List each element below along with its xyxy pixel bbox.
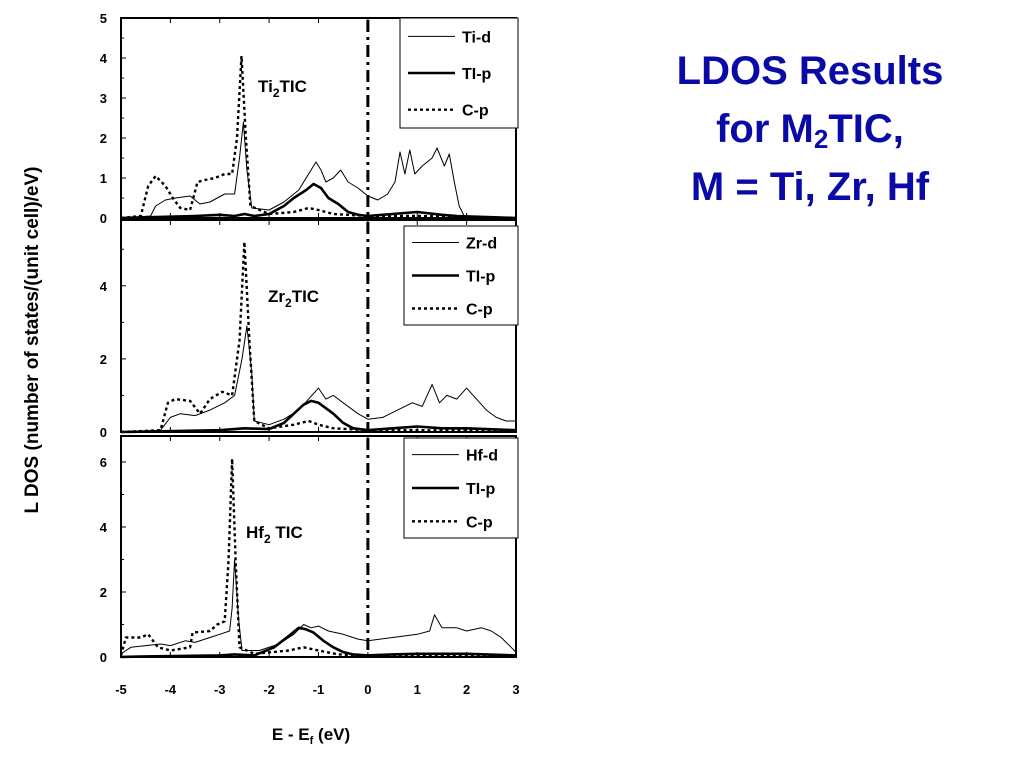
compound-label-pre: Ti (258, 77, 273, 96)
y-tick-label: 0 (100, 425, 107, 440)
legend-label: TI-p (466, 481, 496, 498)
series-line-c-p (119, 457, 517, 658)
compound-label-sub: 2 (264, 532, 271, 546)
series-line-ti-p (120, 182, 517, 220)
legend-label: C-p (466, 514, 493, 531)
compound-label-sub: 2 (273, 86, 280, 100)
compound-label-post: TIC (280, 77, 307, 96)
title-line-3: M = Ti, Zr, Hf (690, 165, 930, 209)
x-tick-label: 3 (512, 682, 519, 697)
series-line-hf-d (120, 559, 517, 655)
legend-label: TI-p (466, 269, 496, 286)
legend: Zr-d TI-p C-p (403, 225, 519, 326)
y-tick-label: 4 (100, 520, 108, 535)
series-line-zr-d (120, 325, 516, 433)
series-line-c-p (120, 240, 517, 434)
compound-label-post: TIC (292, 287, 319, 306)
compound-label-sub: 2 (285, 296, 292, 310)
panels-layer: 012345Ti2TICTi-dTI-pC-p024Zr2TICZr-dTI-p… (100, 11, 520, 697)
y-axis-label: L DOS (number of states/(unit cell)/eV) (22, 167, 43, 514)
title-line-2: for M2TIC, (600, 100, 1020, 158)
legend-label: TI-p (462, 66, 492, 83)
x-tick-label: -1 (313, 682, 325, 697)
legend-label: C-p (462, 103, 489, 120)
x-tick-label: -2 (263, 682, 275, 697)
legend-label: Ti-d (462, 29, 491, 46)
series-line-ti-p (120, 399, 517, 434)
legend: Ti-d TI-p C-p (399, 17, 519, 129)
title-line-1: LDOS Results (676, 49, 944, 93)
y-tick-label: 5 (100, 11, 107, 26)
y-tick-label: 2 (100, 352, 107, 367)
x-axis-label-pre: E - E (272, 725, 310, 744)
y-tick-label: 0 (100, 650, 107, 665)
series-line-ti-d (120, 121, 516, 219)
legend: Hf-d TI-p C-p (403, 437, 519, 539)
y-tick-label: 4 (100, 51, 108, 66)
compound-label-pre: Hf (246, 523, 264, 542)
x-tick-label: 1 (414, 682, 421, 697)
y-tick-label: 2 (100, 585, 107, 600)
x-tick-label: -4 (165, 682, 177, 697)
y-tick-label: 3 (100, 91, 107, 106)
compound-label: Hf2 TIC (246, 523, 303, 546)
y-tick-label: 4 (100, 279, 108, 294)
x-tick-label: 0 (364, 682, 371, 697)
title-line-2-post: TIC, (828, 107, 904, 151)
compound-label: Zr2TIC (268, 287, 319, 310)
slide-title: LDOS Results for M2TIC, M = Ti, Zr, Hf (600, 42, 1020, 216)
x-axis-label-post: (eV) (313, 725, 350, 744)
title-line-2-sub: 2 (813, 124, 829, 154)
y-tick-label: 2 (100, 131, 107, 146)
x-tick-label: -3 (214, 682, 226, 697)
series-line-ti-p (120, 626, 517, 659)
title-line-2-pre: for M (716, 107, 814, 151)
x-axis-label: E - Ef (eV) (272, 725, 350, 747)
y-tick-label: 0 (100, 211, 107, 226)
y-tick-label: 6 (100, 455, 107, 470)
series-line-c-p (120, 54, 517, 220)
legend-label: Hf-d (466, 448, 498, 465)
x-axis-label-sub: f (310, 735, 314, 747)
legend-label: C-p (466, 302, 493, 319)
legend-label: Zr-d (466, 236, 497, 253)
compound-label-post: TIC (271, 523, 303, 542)
compound-label-pre: Zr (268, 287, 285, 306)
x-tick-label: -5 (115, 682, 127, 697)
compound-label: Ti2TIC (258, 77, 307, 100)
y-tick-label: 1 (100, 171, 107, 186)
x-tick-label: 2 (463, 682, 470, 697)
